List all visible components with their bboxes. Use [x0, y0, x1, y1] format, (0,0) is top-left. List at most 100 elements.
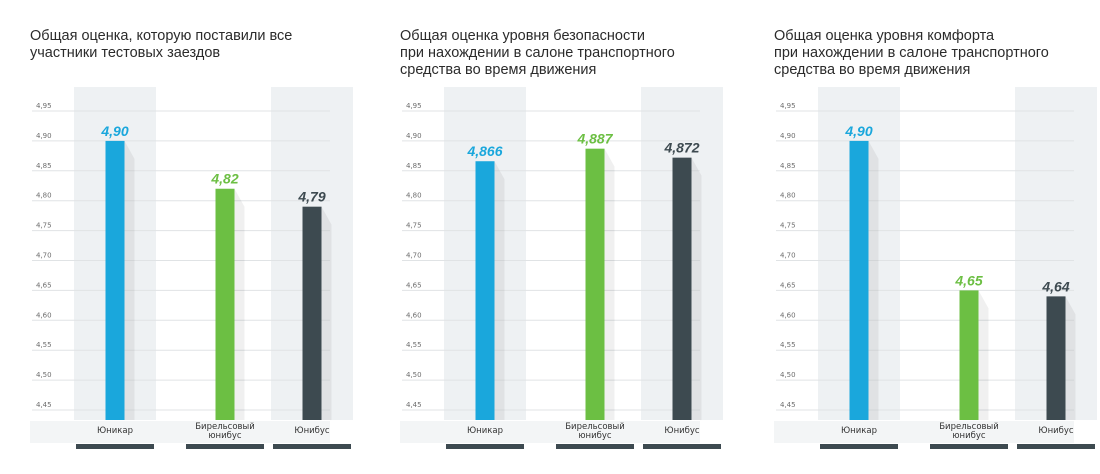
data-label: 4,887	[576, 131, 613, 147]
x-axis-bar	[446, 444, 524, 449]
y-tick-label: 4,55	[780, 341, 796, 349]
y-tick-label: 4,70	[780, 252, 796, 260]
y-tick-label: 4,85	[780, 162, 796, 170]
y-tick-label: 4,45	[36, 401, 52, 409]
x-tick-label-line: Юнибус	[664, 426, 700, 436]
data-label: 4,90	[844, 123, 872, 139]
y-tick-label: 4,95	[406, 102, 422, 110]
x-tick-label-line: Юникар	[467, 426, 503, 436]
x-tick-label: Бирельсовый юнибус	[195, 422, 255, 441]
x-tick-label-line: Бирельсовый	[195, 422, 255, 432]
y-tick-label: 4,45	[406, 401, 422, 409]
bar	[585, 148, 605, 420]
bar	[105, 140, 125, 420]
x-tick-label-line: юнибус	[952, 431, 986, 441]
bar	[475, 161, 495, 420]
y-tick-label: 4,70	[406, 252, 422, 260]
bar	[302, 206, 322, 420]
bar-chart-1: 4,45 4,50 4,55 4,60 4,65 4,70 4,75 4,80 4,85 4,90…	[30, 87, 353, 449]
chart-panel-1: Общая оценка, которую поставили все учас…	[30, 0, 360, 474]
x-tick-label-line: Юникар	[97, 426, 133, 436]
x-tick-label: Бирельсовый юнибус	[565, 422, 625, 441]
x-tick-label: Юнибус	[1038, 426, 1074, 436]
x-tick-label-line: Бирельсовый	[565, 422, 625, 432]
y-tick-label: 4,45	[780, 401, 796, 409]
y-tick-label: 4,65	[406, 281, 422, 289]
y-tick-label: 4,75	[780, 222, 796, 230]
bar-shadow	[978, 290, 989, 420]
bar-shadow	[494, 161, 505, 420]
y-tick-label: 4,85	[36, 162, 52, 170]
y-tick-label: 4,50	[36, 371, 52, 379]
y-tick-label: 4,60	[36, 311, 52, 319]
y-tick-label: 4,50	[780, 371, 796, 379]
chart-panel-3: Общая оценка уровня комфорта при нахожде…	[774, 0, 1100, 474]
bar	[1046, 296, 1066, 420]
x-tick-label-line: Бирельсовый	[939, 422, 999, 432]
y-tick-label: 4,60	[780, 311, 796, 319]
bar	[959, 290, 979, 420]
y-tick-label: 4,55	[36, 341, 52, 349]
x-tick-label-line: юнибус	[208, 431, 242, 441]
x-tick-label: Юникар	[97, 426, 133, 436]
y-tick-label: 4,90	[780, 132, 796, 140]
x-axis-bar	[930, 444, 1008, 449]
y-tick-label: 4,75	[406, 222, 422, 230]
bar-chart-2: 4,45 4,50 4,55 4,60 4,65 4,70 4,75 4,80 4,85 4,90…	[400, 87, 723, 449]
data-label: 4,872	[663, 140, 699, 156]
y-tick-label: 4,80	[780, 192, 796, 200]
data-label: 4,79	[297, 189, 325, 205]
x-axis-bar	[273, 444, 351, 449]
bar-shadow	[604, 148, 615, 420]
data-label: 4,65	[954, 272, 982, 288]
bar-shadow	[124, 140, 135, 420]
x-tick-label-line: Юнибус	[1038, 426, 1074, 436]
bar-shadow	[868, 140, 879, 420]
bar-shadow	[691, 157, 702, 421]
bar-shadow	[1065, 296, 1076, 420]
x-axis-bar	[556, 444, 634, 449]
x-tick-label: Юнибус	[664, 426, 700, 436]
data-label: 4,90	[100, 123, 128, 139]
bar-shadow	[321, 206, 332, 420]
x-axis-bar	[186, 444, 264, 449]
chart-title: Общая оценка, которую поставили все учас…	[30, 28, 293, 61]
y-tick-label: 4,70	[36, 252, 52, 260]
chart-title: Общая оценка уровня безопасности при нах…	[400, 28, 675, 78]
y-tick-label: 4,95	[780, 102, 796, 110]
y-tick-label: 4,80	[36, 192, 52, 200]
x-axis-bar	[1017, 444, 1095, 449]
x-tick-label-line: юнибус	[578, 431, 612, 441]
chart-panel-2: Общая оценка уровня безопасности при нах…	[400, 0, 730, 474]
bar-chart-3: 4,45 4,50 4,55 4,60 4,65 4,70 4,75 4,80 4,85 4,90…	[774, 87, 1097, 449]
bar	[215, 188, 235, 420]
x-tick-label-line: Юникар	[841, 426, 877, 436]
y-tick-label: 4,65	[780, 281, 796, 289]
y-tick-label: 4,75	[36, 222, 52, 230]
x-axis-band	[774, 421, 1074, 443]
x-tick-label: Юникар	[467, 426, 503, 436]
x-tick-label: Бирельсовый юнибус	[939, 422, 999, 441]
x-axis-band	[30, 421, 330, 443]
bar	[849, 140, 869, 420]
y-tick-label: 4,95	[36, 102, 52, 110]
bar	[672, 157, 692, 421]
y-tick-label: 4,90	[406, 132, 422, 140]
y-tick-label: 4,90	[36, 132, 52, 140]
x-tick-label-line: Юнибус	[294, 426, 330, 436]
chart-title: Общая оценка уровня комфорта при нахожде…	[774, 28, 1049, 78]
bar-shadow	[234, 188, 245, 420]
x-axis-bar	[643, 444, 721, 449]
y-tick-label: 4,85	[406, 162, 422, 170]
data-label: 4,866	[466, 143, 502, 159]
x-axis-bar	[820, 444, 898, 449]
x-tick-label: Юникар	[841, 426, 877, 436]
x-axis-band	[400, 421, 700, 443]
y-tick-label: 4,65	[36, 281, 52, 289]
y-tick-label: 4,55	[406, 341, 422, 349]
y-tick-label: 4,80	[406, 192, 422, 200]
y-tick-label: 4,50	[406, 371, 422, 379]
x-axis-bar	[76, 444, 154, 449]
x-tick-label: Юнибус	[294, 426, 330, 436]
y-tick-label: 4,60	[406, 311, 422, 319]
